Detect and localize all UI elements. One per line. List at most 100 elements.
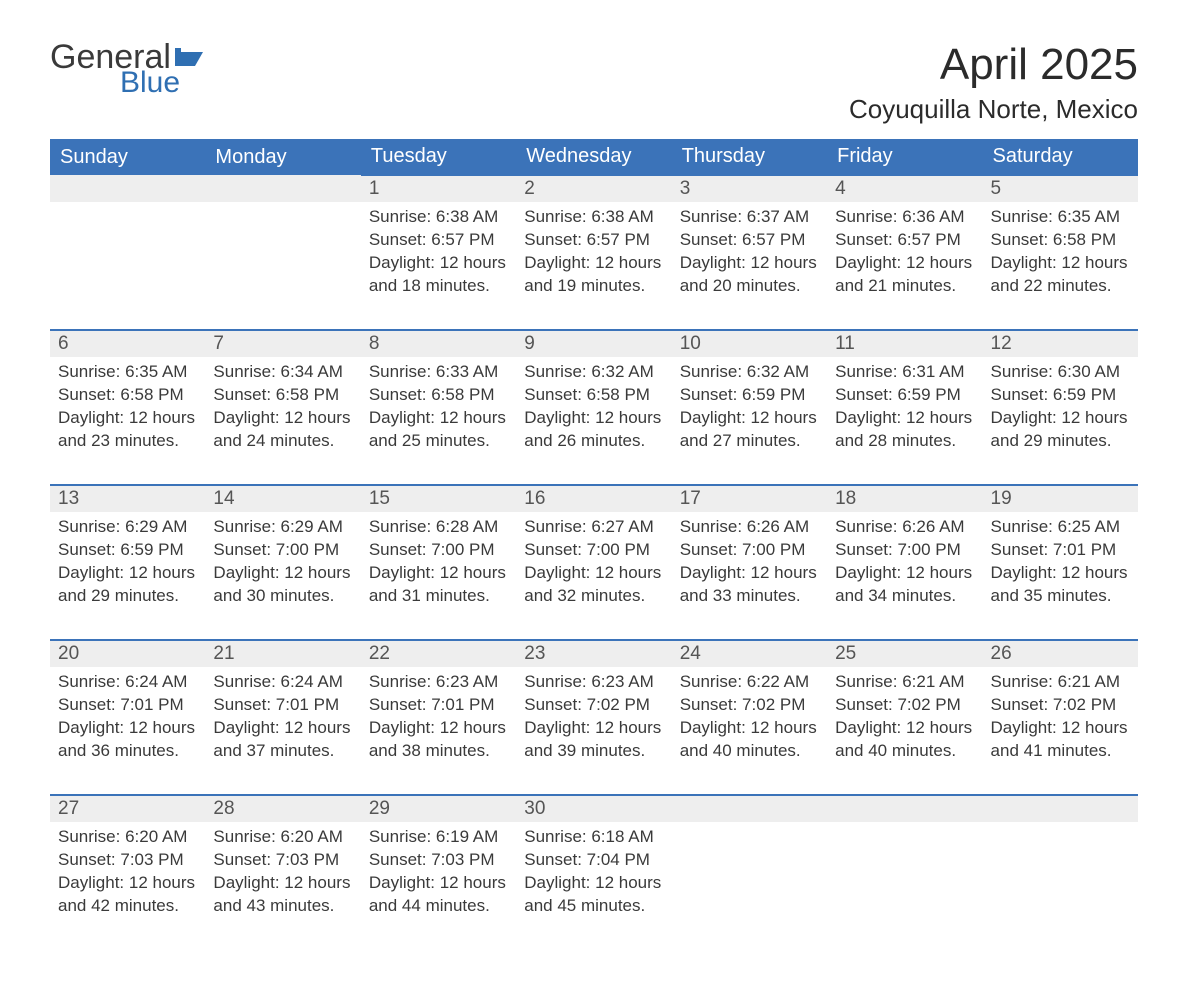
day-body-cell bbox=[205, 202, 360, 330]
daylight-line-1: Daylight: 12 hours bbox=[680, 252, 819, 275]
brand-logo: General Blue bbox=[50, 40, 209, 98]
sunset-line: Sunset: 6:57 PM bbox=[680, 229, 819, 252]
daylight-line-2: and 24 minutes. bbox=[213, 430, 352, 453]
daylight-line-2: and 36 minutes. bbox=[58, 740, 197, 763]
sunset-line: Sunset: 7:00 PM bbox=[369, 539, 508, 562]
day-body-row: Sunrise: 6:24 AMSunset: 7:01 PMDaylight:… bbox=[50, 667, 1138, 795]
daylight-line-1: Daylight: 12 hours bbox=[369, 252, 508, 275]
day-number-cell: 27 bbox=[50, 795, 205, 822]
day-number-cell: 17 bbox=[672, 485, 827, 512]
day-number-cell: 10 bbox=[672, 330, 827, 357]
daylight-line-2: and 30 minutes. bbox=[213, 585, 352, 608]
weekday-header: Tuesday bbox=[361, 139, 516, 175]
flag-icon bbox=[175, 48, 209, 72]
sunrise-line: Sunrise: 6:25 AM bbox=[991, 516, 1130, 539]
brand-word-2: Blue bbox=[120, 68, 180, 98]
daylight-line-1: Daylight: 12 hours bbox=[991, 252, 1130, 275]
day-number-row: 12345 bbox=[50, 175, 1138, 202]
daylight-line-2: and 40 minutes. bbox=[680, 740, 819, 763]
sunset-line: Sunset: 7:01 PM bbox=[991, 539, 1130, 562]
title-block: April 2025 Coyuquilla Norte, Mexico bbox=[849, 40, 1138, 135]
daylight-line-2: and 44 minutes. bbox=[369, 895, 508, 918]
day-body-row: Sunrise: 6:38 AMSunset: 6:57 PMDaylight:… bbox=[50, 202, 1138, 330]
sunrise-line: Sunrise: 6:23 AM bbox=[369, 671, 508, 694]
sunset-line: Sunset: 7:02 PM bbox=[524, 694, 663, 717]
sunrise-line: Sunrise: 6:35 AM bbox=[991, 206, 1130, 229]
day-number-cell: 23 bbox=[516, 640, 671, 667]
day-number-row: 27282930 bbox=[50, 795, 1138, 822]
daylight-line-2: and 40 minutes. bbox=[835, 740, 974, 763]
day-body-cell: Sunrise: 6:37 AMSunset: 6:57 PMDaylight:… bbox=[672, 202, 827, 330]
sunset-line: Sunset: 7:01 PM bbox=[58, 694, 197, 717]
sunrise-line: Sunrise: 6:32 AM bbox=[524, 361, 663, 384]
daylight-line-1: Daylight: 12 hours bbox=[835, 562, 974, 585]
sunset-line: Sunset: 6:57 PM bbox=[524, 229, 663, 252]
daylight-line-2: and 23 minutes. bbox=[58, 430, 197, 453]
daylight-line-2: and 35 minutes. bbox=[991, 585, 1130, 608]
daylight-line-2: and 22 minutes. bbox=[991, 275, 1130, 298]
day-body-cell: Sunrise: 6:20 AMSunset: 7:03 PMDaylight:… bbox=[50, 822, 205, 950]
weekday-header: Sunday bbox=[50, 139, 205, 175]
day-number-cell: 21 bbox=[205, 640, 360, 667]
sunrise-line: Sunrise: 6:24 AM bbox=[58, 671, 197, 694]
sunrise-line: Sunrise: 6:20 AM bbox=[213, 826, 352, 849]
sunrise-line: Sunrise: 6:38 AM bbox=[369, 206, 508, 229]
daylight-line-1: Daylight: 12 hours bbox=[524, 407, 663, 430]
sunrise-line: Sunrise: 6:23 AM bbox=[524, 671, 663, 694]
day-number-cell: 6 bbox=[50, 330, 205, 357]
sunrise-line: Sunrise: 6:20 AM bbox=[58, 826, 197, 849]
daylight-line-1: Daylight: 12 hours bbox=[835, 407, 974, 430]
sunset-line: Sunset: 7:03 PM bbox=[213, 849, 352, 872]
daylight-line-1: Daylight: 12 hours bbox=[991, 717, 1130, 740]
sunset-line: Sunset: 7:02 PM bbox=[835, 694, 974, 717]
day-number-row: 13141516171819 bbox=[50, 485, 1138, 512]
sunset-line: Sunset: 6:59 PM bbox=[991, 384, 1130, 407]
sunrise-line: Sunrise: 6:21 AM bbox=[991, 671, 1130, 694]
day-number-cell: 26 bbox=[983, 640, 1138, 667]
location-subtitle: Coyuquilla Norte, Mexico bbox=[849, 94, 1138, 125]
day-number-cell bbox=[983, 795, 1138, 822]
sunset-line: Sunset: 7:03 PM bbox=[369, 849, 508, 872]
sunrise-line: Sunrise: 6:28 AM bbox=[369, 516, 508, 539]
day-number-cell: 2 bbox=[516, 175, 671, 202]
day-number-cell: 18 bbox=[827, 485, 982, 512]
day-body-cell: Sunrise: 6:32 AMSunset: 6:59 PMDaylight:… bbox=[672, 357, 827, 485]
sunrise-line: Sunrise: 6:31 AM bbox=[835, 361, 974, 384]
sunset-line: Sunset: 6:58 PM bbox=[524, 384, 663, 407]
sunset-line: Sunset: 6:57 PM bbox=[369, 229, 508, 252]
daylight-line-1: Daylight: 12 hours bbox=[524, 717, 663, 740]
day-number-cell: 16 bbox=[516, 485, 671, 512]
day-body-cell: Sunrise: 6:23 AMSunset: 7:01 PMDaylight:… bbox=[361, 667, 516, 795]
day-number-cell: 5 bbox=[983, 175, 1138, 202]
calendar-table: SundayMondayTuesdayWednesdayThursdayFrid… bbox=[50, 139, 1138, 950]
day-body-cell: Sunrise: 6:21 AMSunset: 7:02 PMDaylight:… bbox=[983, 667, 1138, 795]
daylight-line-1: Daylight: 12 hours bbox=[58, 562, 197, 585]
day-number-cell bbox=[827, 795, 982, 822]
daylight-line-2: and 41 minutes. bbox=[991, 740, 1130, 763]
daylight-line-1: Daylight: 12 hours bbox=[58, 717, 197, 740]
day-number-cell: 29 bbox=[361, 795, 516, 822]
sunset-line: Sunset: 6:59 PM bbox=[680, 384, 819, 407]
day-number-cell: 8 bbox=[361, 330, 516, 357]
page-header: General Blue April 2025 Coyuquilla Norte… bbox=[50, 40, 1138, 135]
day-body-cell: Sunrise: 6:38 AMSunset: 6:57 PMDaylight:… bbox=[361, 202, 516, 330]
day-number-cell: 4 bbox=[827, 175, 982, 202]
day-body-cell: Sunrise: 6:27 AMSunset: 7:00 PMDaylight:… bbox=[516, 512, 671, 640]
daylight-line-1: Daylight: 12 hours bbox=[58, 407, 197, 430]
day-body-cell: Sunrise: 6:21 AMSunset: 7:02 PMDaylight:… bbox=[827, 667, 982, 795]
daylight-line-1: Daylight: 12 hours bbox=[680, 717, 819, 740]
daylight-line-1: Daylight: 12 hours bbox=[58, 872, 197, 895]
day-body-cell: Sunrise: 6:35 AMSunset: 6:58 PMDaylight:… bbox=[983, 202, 1138, 330]
sunrise-line: Sunrise: 6:18 AM bbox=[524, 826, 663, 849]
sunset-line: Sunset: 7:04 PM bbox=[524, 849, 663, 872]
day-number-cell: 20 bbox=[50, 640, 205, 667]
daylight-line-2: and 45 minutes. bbox=[524, 895, 663, 918]
day-body-cell: Sunrise: 6:31 AMSunset: 6:59 PMDaylight:… bbox=[827, 357, 982, 485]
day-number-cell bbox=[205, 175, 360, 202]
day-body-cell: Sunrise: 6:38 AMSunset: 6:57 PMDaylight:… bbox=[516, 202, 671, 330]
sunrise-line: Sunrise: 6:21 AM bbox=[835, 671, 974, 694]
weekday-header: Friday bbox=[827, 139, 982, 175]
sunrise-line: Sunrise: 6:36 AM bbox=[835, 206, 974, 229]
daylight-line-2: and 42 minutes. bbox=[58, 895, 197, 918]
daylight-line-1: Daylight: 12 hours bbox=[835, 717, 974, 740]
